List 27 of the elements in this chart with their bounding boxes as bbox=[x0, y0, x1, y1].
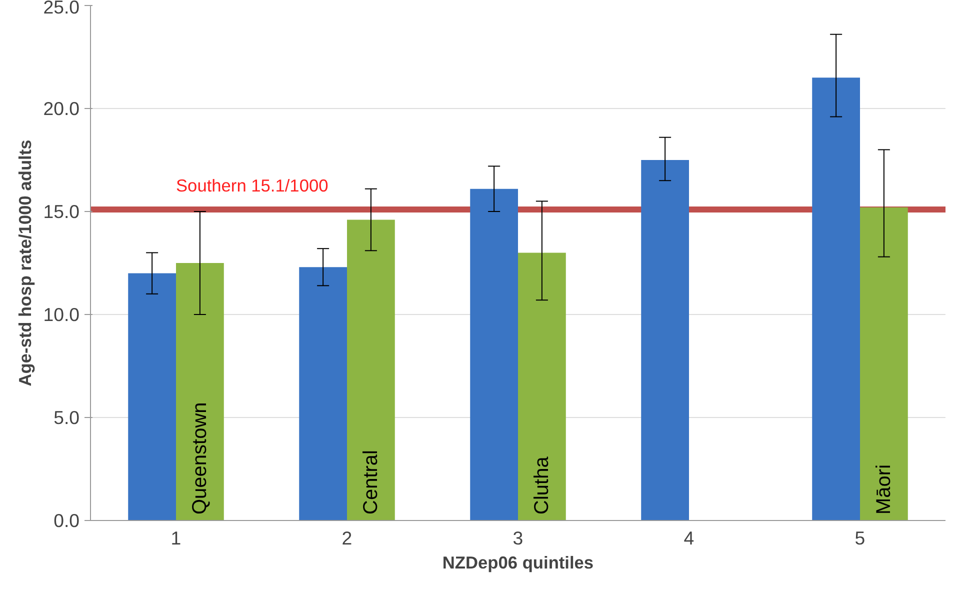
bar bbox=[299, 267, 347, 520]
x-axis-title: NZDep06 quintiles bbox=[442, 552, 594, 572]
annotation: Central bbox=[360, 450, 382, 514]
y-tick-label: 25.0 bbox=[43, 0, 80, 18]
y-tick-label: 20.0 bbox=[43, 98, 80, 119]
bar bbox=[176, 263, 224, 520]
x-tick-label: 2 bbox=[342, 528, 352, 548]
y-tick-label: 5.0 bbox=[54, 407, 80, 428]
bar bbox=[128, 273, 176, 520]
y-axis-title: Age-std hosp rate/1000 adults bbox=[15, 140, 36, 386]
y-tick-label: 0.0 bbox=[54, 510, 80, 531]
bar bbox=[641, 160, 689, 520]
bar bbox=[812, 78, 860, 520]
ref-line-label: Southern 15.1/1000 bbox=[176, 175, 328, 196]
bar bbox=[347, 220, 395, 520]
y-tick-label: 15.0 bbox=[43, 201, 80, 222]
annotation: Queenstown bbox=[188, 402, 211, 514]
y-tick-label: 10.0 bbox=[43, 304, 80, 325]
bar bbox=[518, 252, 566, 520]
annotation: Clutha bbox=[530, 456, 553, 514]
annotation: Māori bbox=[872, 464, 895, 514]
bar bbox=[860, 207, 908, 520]
x-tick-label: 5 bbox=[854, 528, 866, 548]
x-tick-label: 1 bbox=[170, 528, 182, 548]
x-tick-label: 4 bbox=[684, 528, 694, 548]
bar bbox=[470, 188, 518, 520]
x-tick-label: 3 bbox=[512, 528, 524, 548]
